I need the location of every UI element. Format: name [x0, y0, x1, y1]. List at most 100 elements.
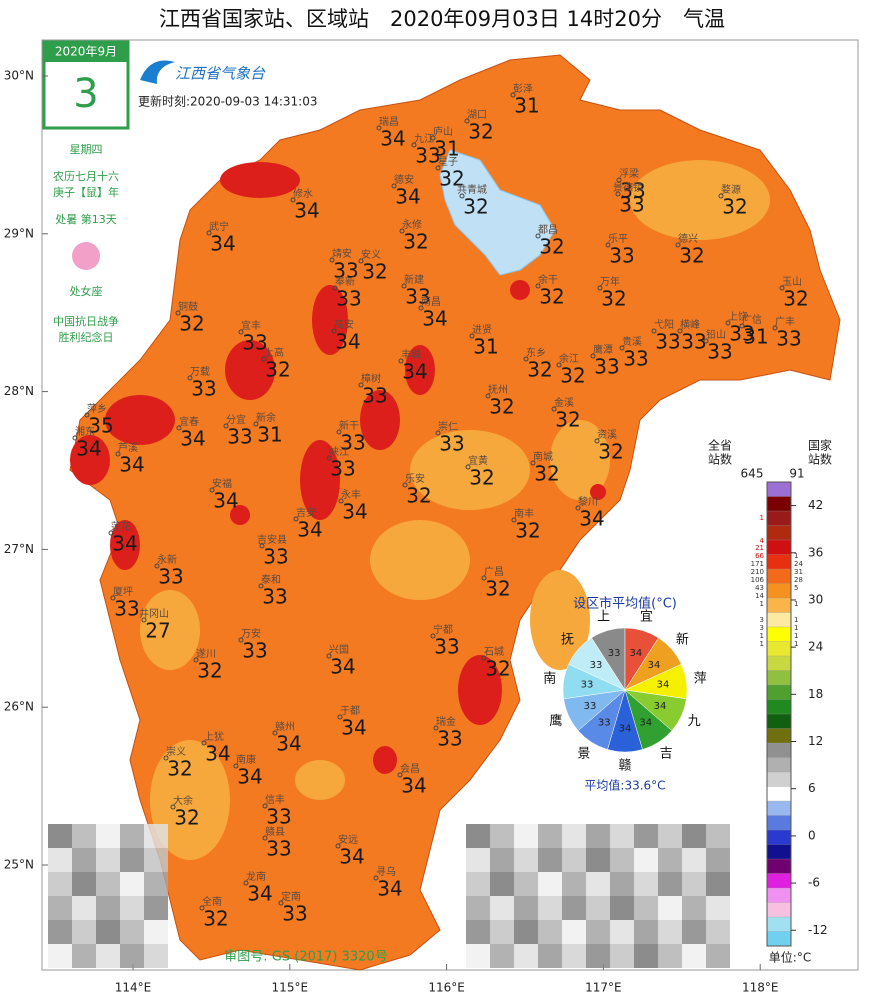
mosaic-cell: [634, 920, 658, 944]
lon-label: 115°E: [272, 981, 309, 995]
lat-label: 28°N: [4, 384, 34, 398]
station-dot: [418, 305, 424, 311]
mosaic-cell: [682, 824, 706, 848]
pie-label: 新: [676, 632, 689, 648]
pie-label: 宜: [640, 610, 653, 625]
mosaic-cell: [514, 872, 538, 896]
station-temp: 32: [485, 657, 510, 681]
station-name: 定南: [281, 890, 301, 903]
legend-count: 1: [760, 600, 764, 608]
pie-value: 33: [608, 648, 621, 659]
mosaic-cell: [466, 920, 490, 944]
station-dot: [605, 242, 611, 248]
station-temp: 34: [380, 127, 405, 151]
station-dot: [331, 328, 337, 334]
legend-count: 43: [755, 584, 764, 592]
station-temp: 33: [242, 331, 267, 355]
station-dot: [675, 242, 681, 248]
legend-swatch: [766, 626, 792, 642]
mosaic-cell: [490, 944, 514, 968]
station-temp: 33: [336, 287, 361, 311]
station-dot: [677, 328, 683, 334]
pie-label: 上: [597, 610, 610, 625]
station-name: 南丰: [514, 507, 534, 520]
station-dot: [199, 905, 205, 911]
station-name: 新干: [339, 419, 359, 432]
station-temp: 34: [205, 742, 230, 766]
pie-title: 设区市平均值(°C): [573, 596, 677, 612]
mosaic-cell: [706, 872, 730, 896]
station-dot: [397, 772, 403, 778]
zodiac-icon: [72, 242, 100, 270]
station-temp: 34: [579, 507, 604, 531]
station-name: 浮梁: [619, 167, 639, 180]
station-dot: [272, 730, 278, 736]
lat-label: 29°N: [4, 226, 34, 240]
station-dot: [110, 595, 116, 601]
mosaic-cell: [490, 896, 514, 920]
station-dot: [326, 653, 332, 659]
hot-patches: [70, 162, 606, 774]
legend-swatch: [766, 670, 792, 686]
mosaic-cell: [120, 896, 144, 920]
station-dot: [209, 487, 215, 493]
station-dot: [175, 310, 181, 316]
mosaic-cell: [96, 824, 120, 848]
pie-value: 33: [590, 660, 603, 671]
station-dot: [187, 375, 193, 381]
mosaic-cell: [72, 896, 96, 920]
mosaic-cell: [538, 896, 562, 920]
mosaic-cell: [144, 944, 168, 968]
station-name: 井冈山: [139, 607, 169, 620]
mosaic-cell: [538, 872, 562, 896]
station-dot: [238, 637, 244, 643]
mosaic-cell: [586, 848, 610, 872]
legend-tick-label: 42: [808, 498, 823, 512]
mosaic-cell: [706, 896, 730, 920]
mosaic-cell: [634, 896, 658, 920]
station-dot: [326, 455, 332, 461]
mosaic-cell: [610, 920, 634, 944]
mosaic-cell: [514, 824, 538, 848]
station-name: 上犹: [204, 731, 224, 743]
station-dot: [511, 517, 517, 523]
station-dot: [616, 177, 622, 183]
mosaic-cell: [634, 848, 658, 872]
station-dot: [430, 135, 436, 141]
mosaic-cell: [514, 896, 538, 920]
station-dot: [594, 438, 600, 444]
station-dot: [481, 655, 487, 661]
mosaic-cell: [706, 920, 730, 944]
station-temp: 31: [514, 94, 539, 118]
mosaic-cell: [466, 944, 490, 968]
pie-label: 萍: [694, 672, 707, 687]
station-name: 共青城: [457, 183, 487, 196]
station-temp: 33: [263, 545, 288, 569]
station-name: 峡江: [329, 445, 349, 458]
station-name: 赣州: [275, 720, 295, 733]
station-temp: 32: [601, 287, 626, 311]
legend-count: 21: [755, 544, 764, 552]
poyang-lake: [439, 149, 556, 276]
station-dot: [435, 430, 441, 436]
mosaic-cell: [610, 824, 634, 848]
legend-swatch: [766, 481, 792, 497]
mosaic-cell: [682, 920, 706, 944]
station-dot: [651, 328, 657, 334]
legend-tick-label: 0: [808, 828, 816, 842]
station-name: 靖安: [332, 247, 352, 260]
station-name: 新余: [256, 411, 276, 424]
station-temp: 34: [335, 330, 360, 354]
station-temp: 32: [539, 235, 564, 259]
station-name: 万载: [190, 366, 210, 378]
legend-swatch: [766, 597, 792, 613]
legend-swatch: [766, 858, 792, 874]
logo: 江西省气象台: [175, 65, 266, 83]
station-name: 宜春: [179, 415, 199, 428]
mosaic-cell: [538, 848, 562, 872]
mosaic-cell: [72, 944, 96, 968]
mosaic-cell: [72, 848, 96, 872]
province-shape: [69, 54, 841, 971]
station-temp: 34: [247, 882, 272, 906]
mosaic-cell: [538, 824, 562, 848]
